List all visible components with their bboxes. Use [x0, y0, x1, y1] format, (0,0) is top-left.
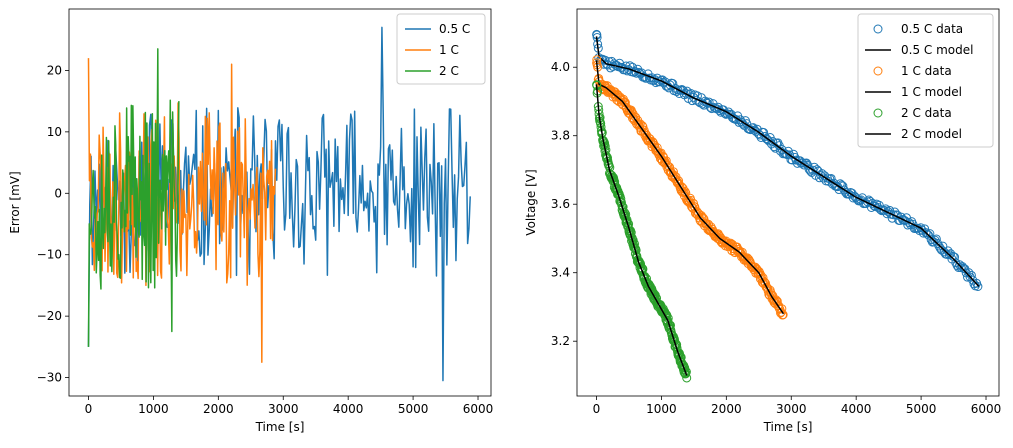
- data-point: [924, 230, 934, 240]
- data-point: [706, 222, 716, 232]
- legend-label-3: 1 C model: [901, 85, 962, 99]
- y-tick-label: 0: [54, 186, 62, 200]
- y-tick-label: 3.2: [551, 334, 570, 348]
- series-line-1: [87, 58, 277, 363]
- legend-box: [857, 13, 994, 148]
- data-point: [959, 263, 969, 273]
- legend-label-2: 1 C data: [901, 64, 952, 78]
- data-point: [666, 167, 676, 177]
- axes-frame: [576, 8, 1000, 397]
- legend-label-4: 2 C data: [901, 106, 952, 120]
- x-tick-label: 3000: [268, 402, 299, 416]
- data-point: [933, 239, 943, 249]
- data-point: [755, 268, 765, 278]
- data-point: [778, 310, 788, 320]
- x-tick-label: 1000: [138, 402, 169, 416]
- x-tick-label: 0: [85, 402, 93, 416]
- data-point: [731, 115, 741, 125]
- data-point: [921, 228, 931, 238]
- y-tick-label: 3.8: [551, 129, 570, 143]
- y-tick-label: 3.6: [551, 197, 570, 211]
- axes-frame: [68, 8, 492, 397]
- y-axis-label: Error [mV]: [8, 171, 22, 233]
- y-tick-label: −10: [37, 248, 62, 262]
- data-point: [737, 117, 747, 127]
- x-tick-label: 5000: [906, 402, 937, 416]
- data-point: [948, 251, 958, 261]
- x-axis-label: Time [s]: [763, 420, 813, 434]
- model-line-0: [595, 36, 980, 287]
- legend: 0.5 C data 0.5 C model 1 C data 1 C model 2 …: [857, 13, 994, 148]
- data-point: [920, 224, 930, 234]
- data-point: [617, 95, 627, 105]
- legend-marker-2: [873, 66, 883, 76]
- y-tick-label: 3.4: [551, 266, 570, 280]
- legend-box: [396, 13, 486, 85]
- plot-area: [87, 26, 471, 382]
- data-point: [681, 88, 691, 98]
- y-axis-label: Voltage [V]: [524, 169, 538, 235]
- legend-label-2: 2 C: [439, 64, 459, 78]
- legend-label-1: 1 C: [439, 43, 459, 57]
- data-point: [630, 66, 640, 76]
- legend-marker-0: [873, 24, 883, 34]
- y-tick-label: 4.0: [551, 60, 570, 74]
- legend-label-5: 2 C model: [901, 127, 962, 141]
- y-tick-label: −30: [37, 371, 62, 385]
- y-tick-label: 10: [47, 125, 62, 139]
- x-tick-label: 2000: [203, 402, 234, 416]
- data-point: [669, 170, 679, 180]
- x-tick-label: 0: [593, 402, 601, 416]
- data-point: [761, 278, 771, 288]
- x-tick-label: 1000: [646, 402, 677, 416]
- data-point: [785, 150, 795, 160]
- voltage-chart: 0 1000 2000 3000 4000 5000 6000 3.2 3.4 3.6 3.8 4.0…: [524, 8, 1002, 434]
- data-point: [964, 268, 974, 278]
- data-point: [869, 201, 879, 211]
- y-tick-label: 20: [47, 63, 62, 77]
- error-chart: 0 1000 2000 3000 4000 5000 6000 −30 −20 −10 0 10 20 T…: [8, 8, 494, 434]
- legend-label-0: 0.5 C: [439, 22, 470, 36]
- data-point: [681, 367, 691, 377]
- data-point: [965, 272, 975, 282]
- data-point: [622, 217, 632, 227]
- data-point: [957, 261, 967, 271]
- y-tick-label: −20: [37, 309, 62, 323]
- data-point: [973, 282, 983, 291]
- model-line-1: [595, 60, 785, 315]
- x-tick-label: 2000: [711, 402, 742, 416]
- model-line-2: [595, 84, 688, 376]
- data-point: [760, 278, 770, 288]
- x-tick-label: 6000: [971, 402, 1002, 416]
- legend-label-1: 0.5 C model: [901, 43, 973, 57]
- x-tick-label: 3000: [776, 402, 807, 416]
- data-point: [939, 247, 949, 257]
- plot-area: [592, 29, 983, 383]
- data-point: [938, 241, 948, 251]
- series-line-2: [87, 48, 180, 347]
- x-axis-label: Time [s]: [255, 420, 305, 434]
- legend-label-0: 0.5 C data: [901, 22, 963, 36]
- data-point: [635, 119, 645, 129]
- x-tick-label: 5000: [398, 402, 429, 416]
- data-point: [803, 160, 813, 170]
- x-tick-label: 4000: [333, 402, 364, 416]
- data-point: [883, 207, 893, 217]
- x-tick-label: 6000: [463, 402, 494, 416]
- legend: 0.5 C 1 C 2 C: [396, 13, 486, 85]
- legend-marker-4: [873, 108, 883, 118]
- x-tick-label: 4000: [841, 402, 872, 416]
- data-point: [916, 223, 926, 233]
